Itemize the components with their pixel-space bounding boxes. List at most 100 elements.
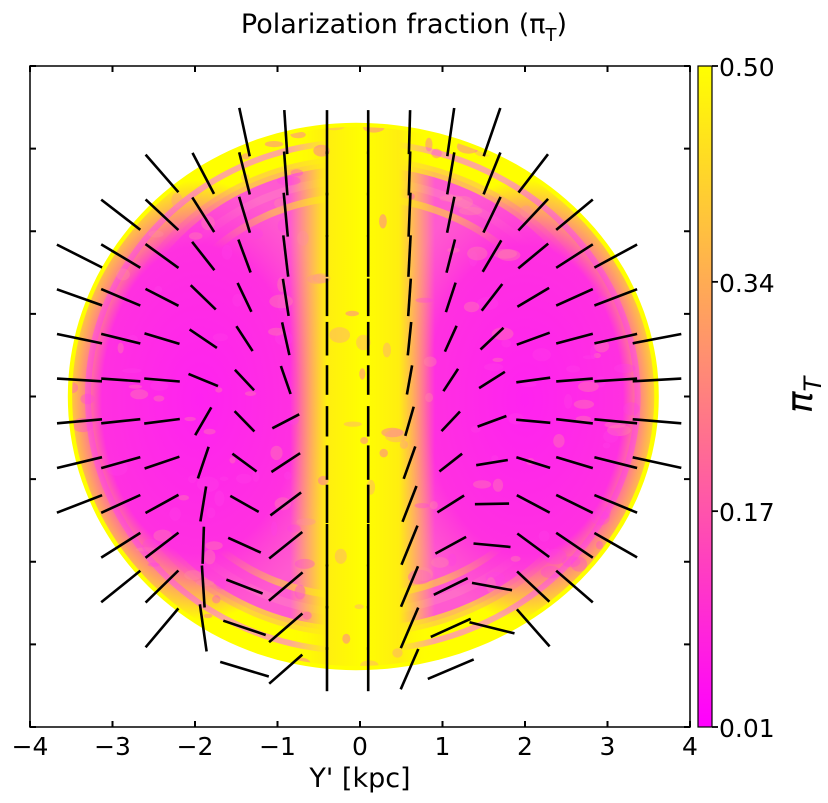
texture-speckle — [117, 101, 130, 113]
polarization-vector — [471, 581, 513, 592]
texture-speckle — [307, 274, 328, 284]
texture-speckle — [666, 82, 672, 89]
texture-speckle — [610, 146, 629, 159]
polarization-vector — [517, 153, 550, 194]
texture-speckle — [387, 107, 401, 113]
polarization-vector — [144, 198, 180, 232]
polarization-vector — [516, 456, 551, 470]
texture-speckle — [640, 672, 661, 685]
texture-speckle — [379, 214, 387, 229]
texture-speckle — [150, 380, 169, 391]
texture-speckle — [160, 74, 177, 79]
texture-speckle — [493, 248, 517, 259]
texture-speckle — [184, 416, 196, 422]
texture-speckle — [81, 94, 105, 104]
texture-speckle — [491, 327, 514, 341]
texture-speckle — [498, 139, 519, 154]
texture-speckle — [651, 477, 655, 485]
texture-speckle — [423, 356, 437, 367]
polarization-vector — [443, 325, 458, 353]
polarization-vector — [201, 526, 206, 564]
polarization-vector — [445, 196, 456, 233]
texture-speckle — [425, 137, 433, 152]
texture-speckle — [372, 96, 385, 102]
texture-speckle — [116, 268, 130, 281]
polarization-vector — [436, 494, 465, 514]
polarization-vector — [56, 243, 103, 269]
polarization-vector — [515, 608, 551, 648]
texture-speckle — [447, 553, 457, 567]
texture-speckle — [153, 529, 172, 542]
texture-speckle — [657, 241, 664, 254]
x-tick-label: 3 — [600, 732, 616, 761]
texture-speckle — [431, 148, 442, 159]
texture-speckle — [638, 591, 655, 599]
polarization-vector — [474, 502, 510, 506]
texture-speckle — [628, 267, 651, 280]
polarization-vector — [233, 410, 256, 433]
texture-speckle — [72, 382, 79, 394]
polarization-vector — [442, 368, 460, 392]
texture-speckle — [360, 437, 369, 444]
texture-speckle — [431, 557, 449, 568]
polarization-vector — [188, 372, 219, 388]
texture-speckle — [596, 541, 603, 550]
texture-speckle — [283, 471, 292, 480]
texture-speckle — [117, 342, 124, 354]
texture-speckle — [653, 348, 655, 360]
polarization-vector — [144, 493, 180, 515]
polarization-vector — [100, 493, 141, 514]
polarization-vector — [516, 418, 551, 425]
polarization-vector — [271, 413, 300, 430]
texture-speckle — [332, 81, 339, 90]
texture-speckle — [467, 246, 488, 261]
polarization-vector — [100, 287, 141, 307]
texture-speckle — [591, 177, 598, 192]
polarization-vector — [191, 152, 216, 195]
texture-speckle — [158, 133, 176, 142]
texture-speckle — [630, 595, 645, 601]
polarization-vector — [100, 569, 142, 604]
texture-speckle — [561, 556, 581, 568]
texture-speckle — [296, 518, 316, 526]
texture-speckle — [169, 107, 191, 113]
texture-speckle — [274, 198, 287, 209]
polarization-vector — [189, 284, 217, 311]
polarization-vector — [144, 243, 180, 269]
texture-speckle — [221, 244, 233, 260]
texture-speckle — [206, 507, 216, 519]
polarization-vector — [100, 332, 141, 345]
polarization-vector — [438, 452, 463, 473]
texture-speckle — [491, 455, 499, 463]
texture-speckle — [654, 74, 662, 86]
polarization-vector — [401, 485, 418, 523]
texture-speckle — [122, 368, 142, 374]
polarization-vector — [194, 406, 213, 436]
texture-speckle — [484, 363, 504, 371]
polarization-vector — [144, 332, 180, 346]
texture-speckle — [77, 219, 101, 224]
texture-speckle — [268, 327, 285, 336]
polarization-vector — [101, 377, 141, 383]
right-lobe — [385, 180, 655, 620]
texture-speckle — [492, 478, 504, 492]
polarization-vector — [632, 456, 682, 470]
texture-speckle — [297, 230, 309, 246]
polarization-vectors — [56, 107, 682, 692]
polarization-vector — [144, 377, 180, 383]
polarization-vector — [404, 406, 415, 437]
texture-speckle — [72, 274, 77, 289]
texture-speckle — [342, 633, 351, 644]
texture-speckle — [135, 547, 157, 552]
polarization-vector — [268, 653, 304, 685]
texture-speckle — [355, 75, 364, 89]
texture-speckle — [123, 156, 130, 170]
texture-speckle — [651, 554, 655, 568]
texture-speckle — [465, 670, 473, 677]
polarization-vector — [144, 569, 180, 604]
polarization-vector — [516, 570, 551, 603]
texture-speckle — [636, 282, 650, 293]
polarization-vector — [281, 278, 290, 317]
texture-speckle — [598, 506, 611, 520]
texture-speckle — [203, 613, 213, 619]
